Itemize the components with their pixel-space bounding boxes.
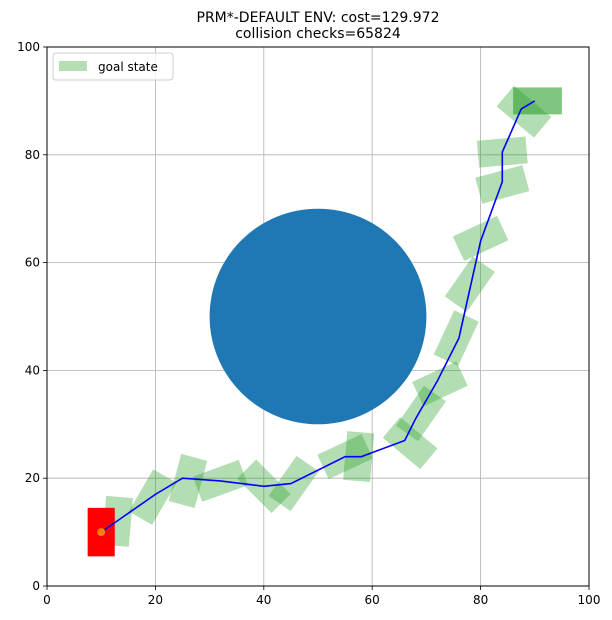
path-line [100, 100, 536, 533]
x-tick-label-1: 20 [148, 593, 163, 607]
y-tick-label-3: 60 [25, 256, 40, 270]
chart-title-line2: collision checks=65824 [235, 26, 401, 42]
x-tick-label-5: 100 [578, 593, 601, 607]
plot-area [87, 85, 562, 557]
robot-state-11 [433, 310, 479, 366]
y-tick-label-0: 0 [32, 579, 40, 593]
y-tick-label-4: 80 [25, 148, 40, 162]
robot-state-13 [452, 215, 509, 261]
x-tick-label-2: 40 [256, 593, 271, 607]
obstacle-circle [209, 208, 427, 425]
robot-state-9 [395, 385, 447, 442]
x-tick-label-4: 80 [473, 593, 488, 607]
chart-title-line1: PRM*-DEFAULT ENV: cost=129.972 [197, 10, 440, 26]
robot-state-10 [412, 361, 468, 407]
legend-swatch-goal-state [59, 61, 87, 71]
y-tick-label-2: 40 [25, 363, 40, 377]
axis-ticks: 0 20 40 60 80 100 0 20 40 60 80 100 [17, 40, 600, 607]
x-tick-label-0: 0 [43, 593, 51, 607]
robot-state-5 [268, 455, 319, 512]
plot-frame [46, 46, 590, 587]
legend-box [52, 52, 174, 81]
legend: goal state [52, 52, 174, 81]
legend-label-goal-state: goal state [98, 60, 158, 74]
robot-state-12 [444, 256, 495, 312]
robot-state-16 [496, 85, 552, 138]
y-tick-label-1: 20 [25, 471, 40, 485]
y-tick-label-5: 100 [17, 40, 40, 54]
x-tick-label-3: 60 [365, 593, 380, 607]
robot-state-2 [168, 453, 208, 508]
robot-state-8 [382, 417, 438, 470]
robot-state-14 [475, 165, 530, 204]
start-point [97, 528, 106, 537]
